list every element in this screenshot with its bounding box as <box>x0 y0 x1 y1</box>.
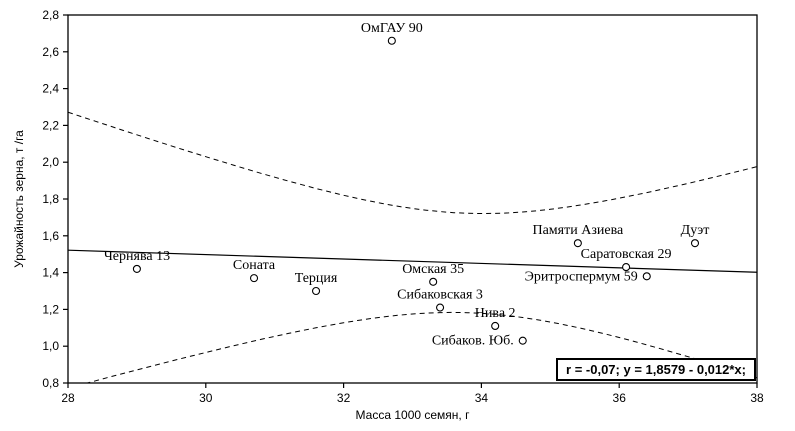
x-tick-label: 36 <box>613 391 627 405</box>
y-tick-label: 2,8 <box>42 8 59 22</box>
x-tick-label: 32 <box>337 391 351 405</box>
regression-equation-text: r = -0,07; y = 1,8579 - 0,012*x; <box>566 362 746 377</box>
x-tick-label: 30 <box>199 391 213 405</box>
x-axis-title: Масса 1000 семян, г <box>355 408 470 422</box>
data-point <box>311 286 321 296</box>
point-label: Саратовская 29 <box>581 247 672 262</box>
data-point <box>249 274 259 283</box>
regression-equation-box: r = -0,07; y = 1,8579 - 0,012*x; <box>556 358 756 381</box>
y-tick-label: 2,2 <box>42 118 59 132</box>
point-label: Дуэт <box>681 223 710 238</box>
data-point <box>429 277 438 286</box>
plot-frame <box>67 14 758 384</box>
point-label: Терция <box>295 271 338 286</box>
data-point <box>573 239 582 248</box>
data-point <box>642 272 651 281</box>
y-axis-title: Урожайность зерна, т /га <box>12 130 26 268</box>
y-tick-label: 1,0 <box>42 339 59 353</box>
x-tick-label: 28 <box>61 391 75 405</box>
point-label: Нива 2 <box>475 306 516 321</box>
point-label: Памяти Азиева <box>532 223 624 238</box>
data-point <box>387 36 396 45</box>
point-label: Сибаков. Юб. <box>432 334 514 349</box>
data-point <box>132 264 141 273</box>
confidence-band-upper <box>68 111 757 215</box>
data-point <box>518 336 527 345</box>
y-tick-label: 2,6 <box>42 45 59 59</box>
point-label: Эритроспермум 59 <box>525 269 638 284</box>
data-point <box>436 303 445 312</box>
point-label: ОмГАУ 90 <box>361 21 423 36</box>
point-label: Чернява 13 <box>104 249 170 264</box>
point-label: Омская 35 <box>402 262 464 277</box>
data-point <box>491 321 500 331</box>
point-label: Соната <box>233 258 276 273</box>
regression-line <box>68 249 757 273</box>
y-tick-label: 1,4 <box>42 266 59 280</box>
y-tick-label: 0,8 <box>42 376 59 390</box>
y-tick-label: 2,4 <box>42 82 59 96</box>
confidence-band-lower <box>85 311 757 383</box>
x-tick-label: 34 <box>475 391 489 405</box>
y-tick-label: 2,0 <box>42 155 59 169</box>
y-tick-label: 1,8 <box>42 192 59 206</box>
data-point <box>690 239 700 248</box>
point-label: Сибаковская 3 <box>397 288 483 303</box>
data-point <box>622 263 631 272</box>
y-tick-label: 1,2 <box>42 302 59 316</box>
y-tick-label: 1,6 <box>42 229 59 243</box>
x-tick-label: 38 <box>750 391 764 405</box>
